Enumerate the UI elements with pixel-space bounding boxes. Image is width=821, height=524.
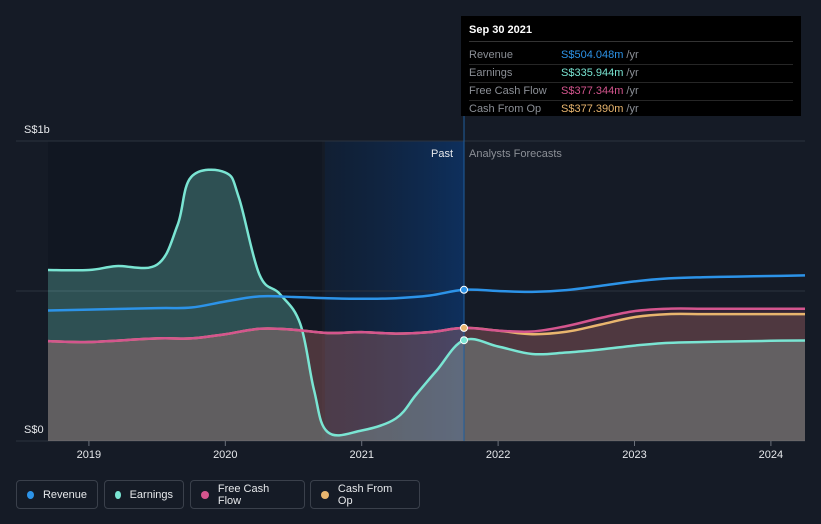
area-earnings	[48, 169, 805, 441]
tooltip: Sep 30 2021 Revenue S$504.048m /yr Earni…	[461, 16, 801, 116]
legend-dot-revenue	[27, 490, 34, 499]
legend-dot-cfo	[321, 490, 329, 499]
x-tick-label: 2024	[759, 449, 783, 461]
tooltip-row-revenue: Revenue S$504.048m /yr	[469, 47, 793, 65]
tooltip-value: S$504.048m	[561, 49, 624, 61]
legend-label: Revenue	[42, 488, 87, 501]
tooltip-unit: /yr	[626, 103, 639, 115]
area-fcf	[48, 308, 805, 441]
series-line-earnings	[47, 168, 806, 437]
tooltip-row-earnings: Earnings S$335.944m /yr	[469, 65, 793, 83]
point-marker-revenue	[460, 285, 469, 294]
legend-earnings[interactable]: Earnings	[104, 480, 184, 509]
tooltip-label: Free Cash Flow	[469, 85, 547, 97]
x-tick-label: 2022	[486, 449, 510, 461]
tooltip-row-cfo: Cash From Op S$377.390m /yr	[469, 101, 793, 118]
x-tick-label: 2019	[77, 449, 101, 461]
y-tick-top: S$1b	[24, 124, 50, 136]
tooltip-value: S$377.344m	[561, 85, 624, 97]
forecast-label: Analysts Forecasts	[469, 148, 562, 160]
area-cfo	[48, 313, 805, 441]
tooltip-label: Cash From Op	[469, 103, 542, 115]
tooltip-label: Earnings	[469, 67, 513, 79]
legend-dot-fcf	[201, 490, 209, 499]
x-tick-label: 2020	[213, 449, 237, 461]
tooltip-value: S$335.944m	[561, 67, 624, 79]
legend-dot-earnings	[115, 490, 121, 499]
series-line-revenue	[47, 274, 806, 312]
tooltip-value: S$377.390m	[561, 103, 624, 115]
legend-revenue[interactable]: Revenue	[16, 480, 98, 509]
legend-cfo[interactable]: Cash From Op	[310, 480, 420, 509]
legend-label: Free Cash Flow	[217, 482, 270, 507]
point-marker-earnings	[460, 336, 469, 345]
tooltip-row-fcf: Free Cash Flow S$377.344m /yr	[469, 83, 793, 101]
x-tick-label: 2021	[349, 449, 373, 461]
legend-label: Earnings	[129, 488, 173, 501]
tooltip-label: Revenue	[469, 49, 514, 61]
past-label: Past	[431, 148, 453, 160]
legend-fcf[interactable]: Free Cash Flow	[190, 480, 305, 509]
tooltip-unit: /yr	[626, 85, 639, 97]
series-line-fcf	[47, 307, 805, 344]
x-tick-label: 2023	[622, 449, 646, 461]
tooltip-unit: /yr	[626, 49, 639, 61]
point-marker-cfo	[460, 323, 469, 332]
legend-label: Cash From Op	[337, 482, 393, 507]
tooltip-unit: /yr	[626, 67, 639, 79]
y-tick-bottom: S$0	[24, 424, 44, 436]
tooltip-date: Sep 30 2021	[469, 24, 793, 42]
